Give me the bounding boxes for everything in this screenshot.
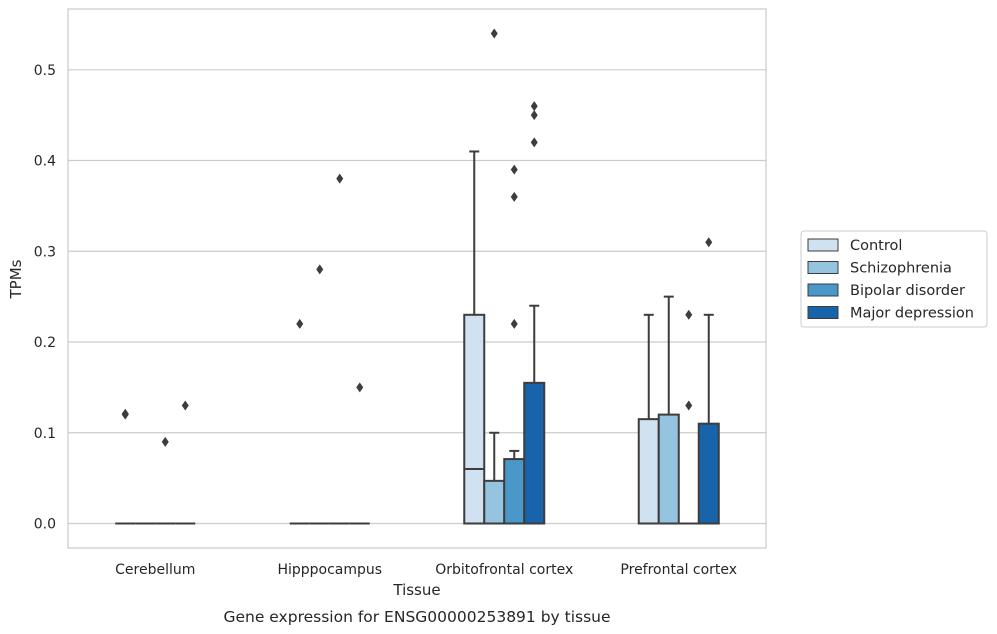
x-axis-label: Tissue [392,581,440,599]
box [463,313,486,525]
box-group [155,436,176,525]
outlier-point [685,309,693,320]
outlier-point [510,164,518,175]
chart-caption: Gene expression for ENSG00000253891 by t… [223,608,610,626]
outlier-point [296,318,304,329]
box [523,381,546,525]
outlier-point [510,318,518,329]
legend-swatch [807,306,839,319]
outlier-point [161,436,169,447]
box-group [349,382,370,525]
legend-item: Major depression [807,306,974,322]
x-tick-label: Hipppocampus [277,562,382,578]
outlier-point [121,408,129,419]
y-tick-label: 0.5 [34,63,56,79]
legend-label: Bipolar disorder [850,283,965,299]
box-group [637,313,660,525]
y-tick-label: 0.3 [34,244,56,260]
box-group [309,264,330,525]
box-group [175,400,196,525]
category-group [463,28,546,525]
legend-label: Control [850,238,902,254]
outlier-point [530,110,538,121]
legend-swatch [807,261,839,274]
legend-swatch [807,238,839,252]
box-group [697,237,720,525]
legend-item: Bipolar disorder [807,283,965,299]
outlier-point [530,101,538,112]
outlier-point [356,382,364,393]
box-groups [115,28,720,525]
y-tick-label: 0.1 [34,426,56,442]
box [503,458,526,525]
box-group [289,318,310,525]
outlier-point [530,137,538,148]
y-axis-label: TPMs [7,259,25,299]
legend-label: Major depression [850,306,974,322]
y-tick-label: 0.2 [34,335,56,351]
box-group [657,295,680,525]
x-tick-label: Cerebellum [115,562,195,578]
box-group [483,28,506,525]
outlier-point [510,191,518,202]
x-tick-label: Prefrontal cortex [620,562,737,578]
legend-frame [800,230,988,328]
x-tick-label: Orbitofrontal cortex [435,562,573,578]
category-group [637,237,720,525]
legend: Control Schizophrenia Bipolar disorder Majo… [800,230,988,328]
category-group [289,173,370,525]
outlier-point [181,400,189,411]
legend-item: Schizophrenia [807,261,952,277]
legend-swatch [807,283,839,297]
box [637,418,660,525]
category-group [115,400,196,525]
y-tick-label: 0.4 [34,154,56,170]
y-tick-labels: 0.0 0.1 0.2 0.3 0.4 0.5 [34,63,56,533]
box-group [523,101,546,525]
box-group [463,150,486,525]
legend-item: Control [807,238,902,254]
outlier-point [705,237,713,248]
legend-label: Schizophrenia [850,261,952,277]
outlier-point [316,264,324,275]
outlier-point [490,28,498,39]
box [697,422,720,525]
outlier-point [685,400,693,411]
box-group [678,309,699,525]
plot-frame [67,8,767,549]
box [657,413,680,525]
box-group [329,173,350,525]
outlier-point [336,173,344,184]
box-group [115,408,136,525]
box [483,479,506,525]
x-tick-labels: Cerebellum Hipppocampus Orbitofrontal cort… [115,562,737,578]
y-tick-label: 0.0 [34,517,56,533]
